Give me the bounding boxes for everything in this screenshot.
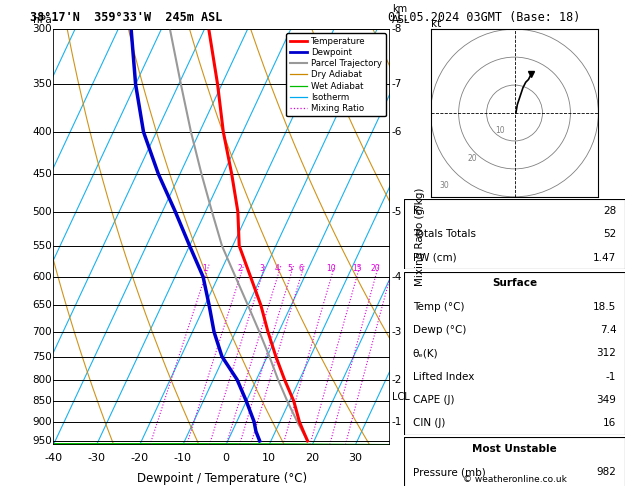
Text: 20: 20 (467, 154, 477, 162)
Text: hPa: hPa (33, 15, 52, 25)
Text: Most Unstable: Most Unstable (472, 444, 557, 454)
Text: -8: -8 (392, 24, 402, 34)
Text: 650: 650 (32, 300, 52, 311)
Legend: Temperature, Dewpoint, Parcel Trajectory, Dry Adiabat, Wet Adiabat, Isotherm, Mi: Temperature, Dewpoint, Parcel Trajectory… (286, 34, 386, 116)
Text: 2: 2 (238, 264, 242, 274)
Text: 38°17'N  359°33'W  245m ASL: 38°17'N 359°33'W 245m ASL (30, 11, 222, 24)
Text: kt: kt (431, 19, 441, 29)
Text: 450: 450 (32, 169, 52, 179)
Text: 10: 10 (262, 453, 276, 463)
Text: -3: -3 (392, 327, 402, 337)
Text: Dewpoint / Temperature (°C): Dewpoint / Temperature (°C) (136, 472, 307, 485)
Text: -6: -6 (392, 127, 402, 137)
Text: 500: 500 (32, 207, 52, 217)
Text: -1: -1 (392, 417, 402, 427)
Text: 7.4: 7.4 (599, 325, 616, 335)
Text: 300: 300 (32, 24, 52, 34)
Text: 28: 28 (603, 206, 616, 216)
Text: 800: 800 (32, 375, 52, 384)
Text: -10: -10 (174, 453, 192, 463)
Text: K: K (413, 206, 420, 216)
Text: 5: 5 (287, 264, 292, 274)
Text: PW (cm): PW (cm) (413, 253, 456, 262)
Text: Surface: Surface (492, 278, 537, 288)
Text: 0: 0 (223, 453, 230, 463)
Text: 10: 10 (326, 264, 336, 274)
Text: Pressure (mb): Pressure (mb) (413, 468, 486, 477)
Text: 950: 950 (32, 436, 52, 446)
Text: -5: -5 (392, 207, 402, 217)
Text: 30: 30 (439, 181, 449, 191)
Text: 20: 20 (305, 453, 320, 463)
Text: km
ASL: km ASL (392, 4, 410, 25)
Text: 1: 1 (203, 264, 208, 274)
Text: 20: 20 (370, 264, 381, 274)
Text: 4: 4 (275, 264, 280, 274)
Text: 350: 350 (32, 79, 52, 89)
Text: -7: -7 (392, 79, 402, 89)
Text: 349: 349 (596, 395, 616, 405)
Text: 01.05.2024 03GMT (Base: 18): 01.05.2024 03GMT (Base: 18) (388, 11, 581, 24)
Text: Totals Totals: Totals Totals (413, 229, 476, 239)
Text: 1.47: 1.47 (593, 253, 616, 262)
Text: 10: 10 (495, 125, 504, 135)
Text: 850: 850 (32, 396, 52, 406)
Text: 750: 750 (32, 351, 52, 362)
Text: 18.5: 18.5 (593, 302, 616, 312)
Text: 52: 52 (603, 229, 616, 239)
Text: Dewp (°C): Dewp (°C) (413, 325, 466, 335)
Text: -2: -2 (392, 375, 402, 384)
Text: Lifted Index: Lifted Index (413, 372, 474, 382)
Text: 550: 550 (32, 241, 52, 251)
Text: 16: 16 (603, 418, 616, 428)
Text: -20: -20 (131, 453, 149, 463)
Text: Mixing Ratio (g/kg): Mixing Ratio (g/kg) (415, 188, 425, 286)
Text: 15: 15 (352, 264, 362, 274)
Text: 400: 400 (32, 127, 52, 137)
Text: © weatheronline.co.uk: © weatheronline.co.uk (462, 474, 567, 484)
Text: LCL: LCL (392, 392, 409, 402)
Text: -40: -40 (45, 453, 62, 463)
Text: 30: 30 (348, 453, 362, 463)
Text: 600: 600 (32, 272, 52, 282)
Text: CAPE (J): CAPE (J) (413, 395, 454, 405)
Text: Temp (°C): Temp (°C) (413, 302, 464, 312)
Text: -30: -30 (87, 453, 106, 463)
Text: 3: 3 (259, 264, 264, 274)
Text: θₑ(K): θₑ(K) (413, 348, 438, 358)
Text: 900: 900 (32, 417, 52, 427)
Text: -1: -1 (606, 372, 616, 382)
Text: CIN (J): CIN (J) (413, 418, 445, 428)
Text: -4: -4 (392, 272, 402, 282)
Text: 982: 982 (596, 468, 616, 477)
Text: 312: 312 (596, 348, 616, 358)
Text: 6: 6 (298, 264, 303, 274)
Text: 700: 700 (32, 327, 52, 337)
